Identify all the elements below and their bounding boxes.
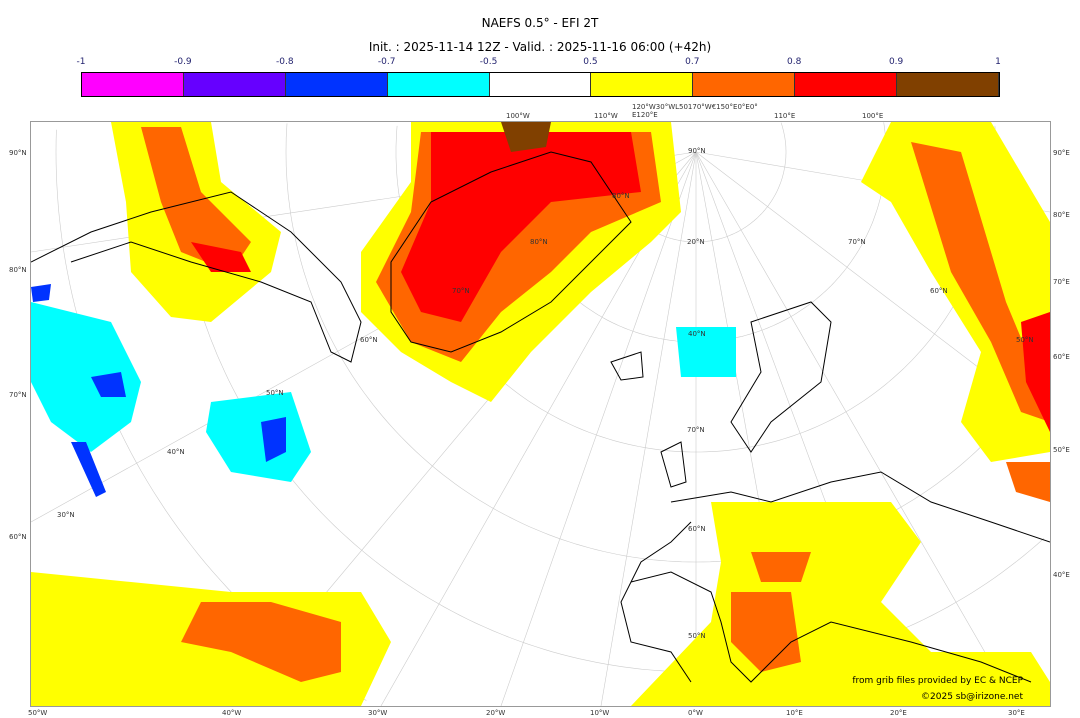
axis-label-interior: 70°N [687, 426, 705, 434]
axis-label-left: 60°N [9, 533, 27, 541]
axis-label-bottom: 10°E [786, 709, 803, 717]
efi-fields [31, 122, 1050, 706]
axis-label-left: 80°N [9, 266, 27, 274]
axis-label-bottom: 20°W [486, 709, 506, 717]
colorbar-swatch [387, 73, 490, 96]
axis-label-left: 70°N [9, 391, 27, 399]
copyright-credit: ©2025 sb@irizone.net [921, 692, 1023, 702]
axis-label-bottom: 0°W [688, 709, 703, 717]
colorbar-tick: 0.9 [888, 57, 904, 67]
axis-label-interior: 60°N [360, 336, 378, 344]
source-credit: from grib files provided by EC & NCEP [852, 676, 1023, 686]
axis-label-bottom: 30°E [1008, 709, 1025, 717]
axis-label-interior: 60°N [688, 525, 706, 533]
axis-label-interior: 60°N [930, 287, 948, 295]
colorbar-tick: 0.5 [583, 57, 598, 67]
axis-label-top: 110°E [774, 112, 796, 120]
map-subtitle: Init. : 2025-11-14 12Z - Valid. : 2025-1… [368, 40, 712, 54]
colorbar-swatch [285, 73, 388, 96]
colorbar-tick: -0.8 [275, 57, 294, 67]
map-title: NAEFS 0.5° - EFI 2T [481, 16, 599, 30]
colorbar-tick: 0.7 [685, 57, 700, 67]
axis-label-interior: 50°N [266, 389, 284, 397]
efi-map [30, 121, 1051, 707]
colorbar-swatch [897, 73, 1000, 96]
colorbar-tick: -1 [76, 57, 86, 67]
axis-label-right: 70°E [1053, 278, 1070, 286]
axis-label-bottom: 50°W [28, 709, 48, 717]
latitude-circle [285, 123, 1048, 563]
axis-label-bottom: 30°W [368, 709, 388, 717]
colorbar-swatch [795, 73, 898, 96]
colorbar-swatch [82, 73, 184, 96]
axis-label-bottom: 40°W [222, 709, 242, 717]
colorbar-swatch [489, 73, 592, 96]
axis-label-left: 90°N [9, 149, 27, 157]
axis-label-interior: 50°N [688, 632, 706, 640]
axis-label-right: 60°E [1053, 353, 1070, 361]
axis-label-interior: 70°N [452, 287, 470, 295]
axis-label-interior: 20°N [687, 238, 705, 246]
colorbar-tick: -0.7 [377, 57, 396, 67]
colorbar-tick: -0.9 [174, 57, 192, 67]
axis-label-interior: 40°N [688, 330, 706, 338]
axis-label-interior: 50°N [1016, 336, 1034, 344]
colorbar-swatch [693, 73, 796, 96]
axis-label-interior: 30°N [57, 511, 75, 519]
colorbar-tick: 1 [995, 57, 1001, 67]
colorbar-tick: 0.8 [787, 57, 802, 67]
axis-label-right: 90°E [1053, 149, 1070, 157]
axis-label-interior: 90°N [688, 147, 706, 155]
axis-label-top: 120°W30°WL50170°W€150°E0°E0°E120°E [632, 103, 758, 119]
axis-label-right: 80°E [1053, 211, 1070, 219]
axis-label-right: 50°E [1053, 446, 1070, 454]
coastlines [31, 151, 1050, 683]
axis-label-right: 40°E [1053, 571, 1070, 579]
axis-label-bottom: 20°E [890, 709, 907, 717]
axis-label-interior: 80°N [530, 238, 548, 246]
colorbar-swatch [591, 73, 694, 96]
axis-label-top: 110°W [594, 112, 618, 120]
colorbar-swatch [183, 73, 286, 96]
axis-label-bottom: 10°W [590, 709, 610, 717]
axis-label-interior: 80°N [612, 192, 630, 200]
colorbar-tick: -0.5 [479, 57, 498, 67]
axis-label-interior: 40°N [167, 448, 185, 456]
axis-label-interior: 70°N [848, 238, 866, 246]
axis-label-top: 100°W [506, 112, 530, 120]
axis-label-top: 100°E [862, 112, 884, 120]
colorbar [81, 72, 1000, 97]
